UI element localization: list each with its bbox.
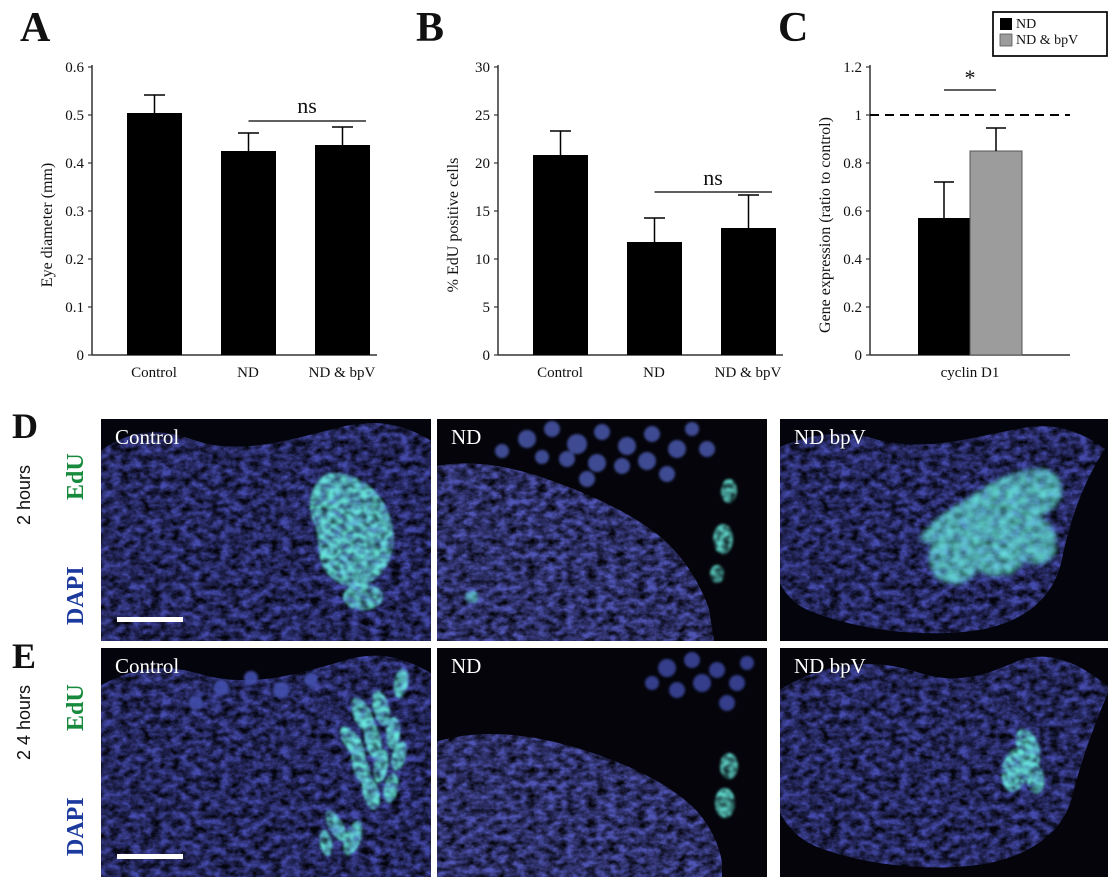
- svg-text:0.6: 0.6: [843, 204, 862, 220]
- svg-text:20: 20: [475, 156, 490, 172]
- svg-text:cyclin D1: cyclin D1: [941, 365, 1000, 381]
- svg-text:ND & bpV: ND & bpV: [309, 365, 376, 381]
- svg-text:Control: Control: [537, 365, 583, 381]
- svg-text:0: 0: [483, 348, 491, 364]
- svg-text:0.1: 0.1: [65, 300, 84, 316]
- svg-text:Gene expression (ratio to con: Gene expression (ratio to control): [817, 117, 834, 333]
- svg-text:ns: ns: [703, 165, 723, 190]
- svg-text:Eye diameter (mm): Eye diameter (mm): [39, 163, 56, 287]
- svg-text:25: 25: [475, 108, 490, 124]
- svg-text:ND & bpV: ND & bpV: [1016, 33, 1078, 48]
- svg-text:15: 15: [475, 204, 490, 220]
- svg-text:ND: ND: [1016, 17, 1036, 32]
- svg-text:ND: ND: [643, 365, 665, 381]
- svg-text:1: 1: [855, 108, 863, 124]
- svg-text:5: 5: [483, 300, 491, 316]
- svg-text:0.2: 0.2: [65, 252, 84, 268]
- svg-text:0: 0: [77, 348, 85, 364]
- svg-text:1.2: 1.2: [843, 60, 862, 76]
- svg-text:*: *: [965, 65, 976, 90]
- svg-text:0.6: 0.6: [65, 60, 84, 76]
- svg-text:30: 30: [475, 60, 490, 76]
- svg-text:0.2: 0.2: [843, 300, 862, 316]
- svg-text:0.8: 0.8: [843, 156, 862, 172]
- svg-text:0: 0: [855, 348, 863, 364]
- svg-text:Control: Control: [131, 365, 177, 381]
- svg-text:0.5: 0.5: [65, 108, 84, 124]
- svg-text:ns: ns: [297, 93, 317, 118]
- svg-text:ND: ND: [237, 365, 259, 381]
- svg-text:% EdU positive cells: % EdU positive cells: [445, 158, 462, 293]
- svg-text:10: 10: [475, 252, 490, 268]
- svg-text:0.4: 0.4: [65, 156, 84, 172]
- svg-text:0.3: 0.3: [65, 204, 84, 220]
- svg-text:0.4: 0.4: [843, 252, 862, 268]
- svg-text:ND & bpV: ND & bpV: [715, 365, 782, 381]
